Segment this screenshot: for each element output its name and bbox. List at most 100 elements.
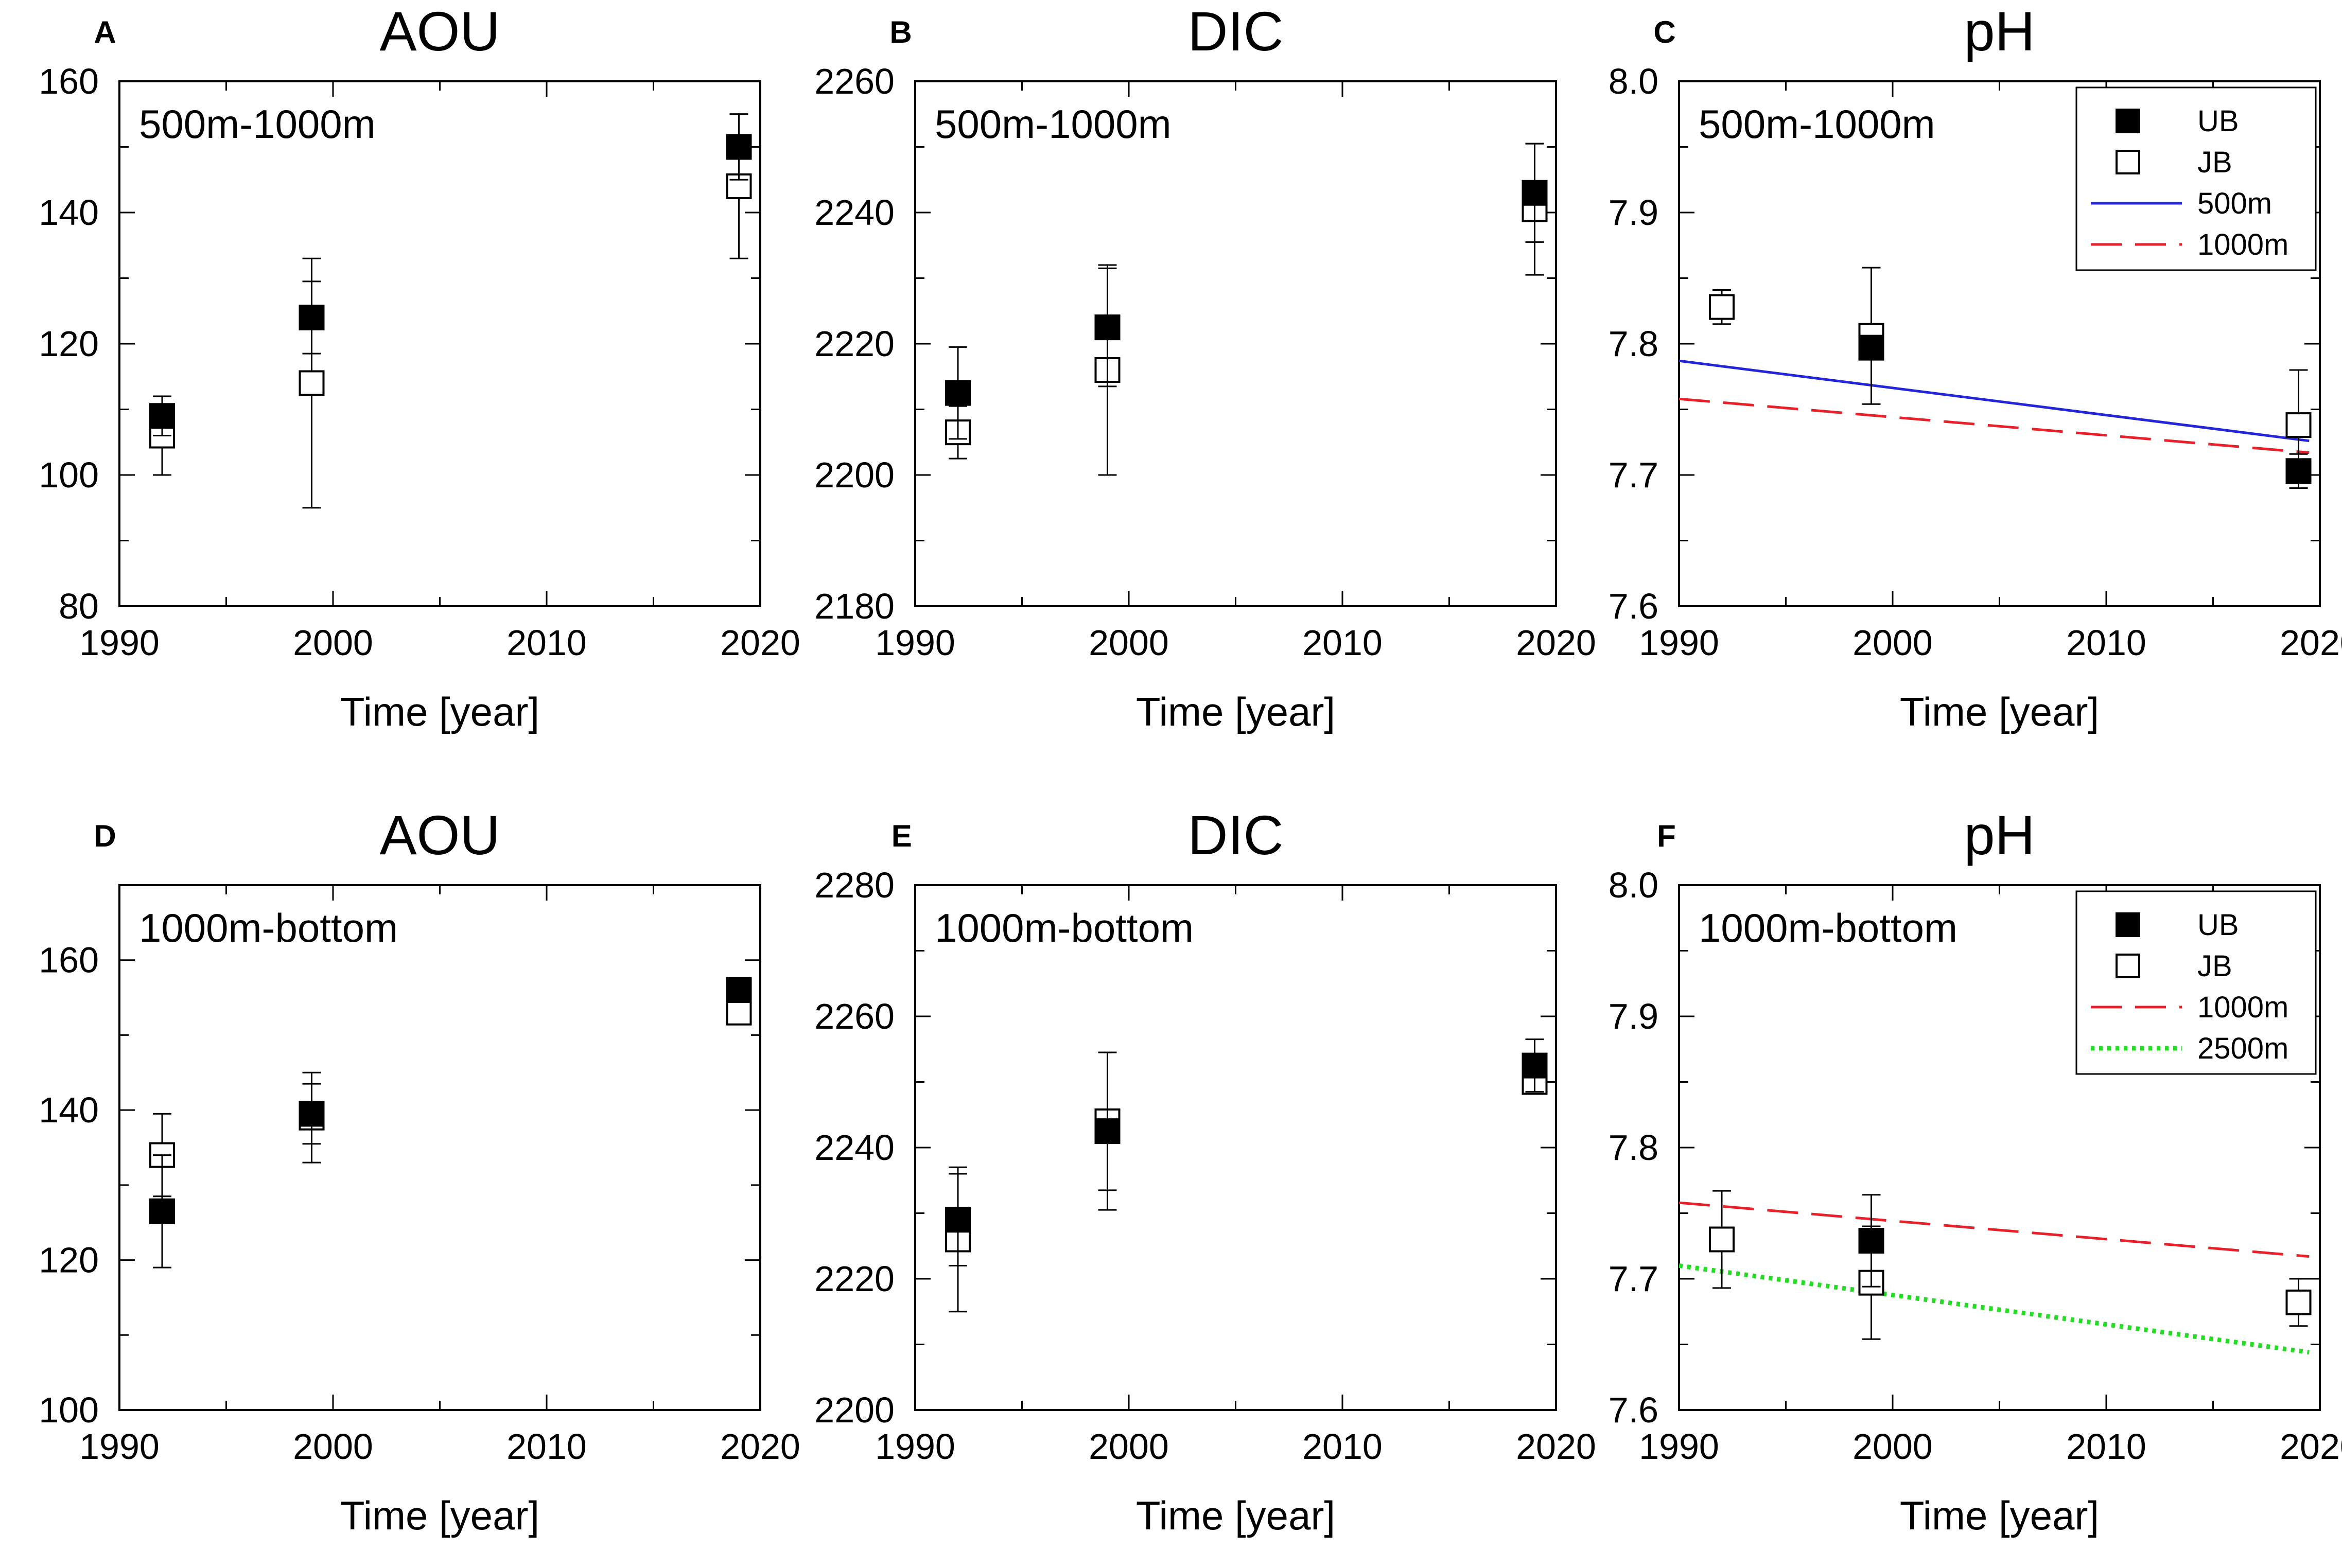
- panel-letter: B: [889, 15, 912, 49]
- legend-marker-ub: [2116, 109, 2140, 133]
- depth-range-label: 500m-1000m: [139, 101, 376, 147]
- depth-range-label: 500m-1000m: [1699, 101, 1935, 147]
- legend-marker-jb: [2116, 150, 2140, 174]
- panel-b: B DIC 500m-1000m 1990 2000 2010 2020 2180 2200 22…: [814, 0, 1596, 734]
- data-point-ub: [1094, 1118, 1121, 1144]
- legend-label: 500m: [2197, 187, 2272, 220]
- data-point-jb: [726, 999, 752, 1026]
- y-tick-label: 8.0: [1609, 865, 1658, 905]
- y-tick-label: 2240: [814, 192, 895, 233]
- y-tick-label: 7.9: [1609, 192, 1658, 233]
- x-axis-label: Time [year]: [1136, 1493, 1335, 1538]
- data-point-ub: [726, 134, 752, 160]
- trend-line-1000m: [1679, 1201, 2310, 1258]
- data-point-ub: [1858, 1228, 1884, 1254]
- y-tick-label: 7.7: [1609, 1259, 1658, 1299]
- y-tick-label: 80: [59, 586, 99, 626]
- x-tick-label: 2020: [2280, 623, 2342, 663]
- y-tick-label: 2260: [814, 61, 895, 101]
- x-tick-label: 1990: [1639, 1426, 1719, 1467]
- x-tick-label: 2010: [1302, 623, 1383, 663]
- x-axis-label: Time [year]: [1136, 689, 1335, 734]
- data-point-ub: [149, 403, 175, 429]
- data-point-ub: [299, 1101, 325, 1127]
- data-point-ub: [1522, 1052, 1548, 1079]
- panel-title: pH: [1964, 0, 2035, 62]
- y-tick-label: 2220: [814, 324, 895, 364]
- panel-title: pH: [1964, 804, 2035, 866]
- data-point-jb: [1709, 294, 1735, 320]
- x-tick-label: 2000: [1852, 1426, 1933, 1467]
- trend-line-2500m: [1679, 1263, 2310, 1355]
- x-tick-label: 1990: [79, 623, 160, 663]
- y-tick-label: 7.8: [1609, 1127, 1658, 1168]
- x-tick-label: 1990: [875, 623, 955, 663]
- x-tick-label: 2010: [2066, 623, 2146, 663]
- legend-label: UB: [2197, 908, 2239, 942]
- y-tick-label: 2200: [814, 455, 895, 495]
- x-axis-label: Time [year]: [340, 1493, 539, 1538]
- data-point-ub: [1094, 314, 1121, 341]
- x-axis-label: Time [year]: [1900, 1493, 2099, 1538]
- data-point-ub: [149, 1198, 175, 1224]
- y-tick-label: 7.6: [1609, 1390, 1658, 1430]
- panel-letter: F: [1657, 819, 1676, 853]
- y-tick-label: 160: [39, 61, 99, 101]
- data-point-ub: [945, 380, 971, 406]
- legend-label: UB: [2197, 104, 2239, 138]
- y-tick-label: 2200: [814, 1390, 895, 1430]
- y-tick-label: 2240: [814, 1127, 895, 1168]
- x-tick-label: 2020: [720, 1426, 800, 1467]
- y-tick-label: 2260: [814, 996, 895, 1036]
- data-point-ub: [299, 305, 325, 330]
- panel-c: CpH 500m-1000m 1990 2000 2010 2020 7.6 7.7 7.8 7.…: [1609, 0, 2342, 734]
- depth-range-label: 500m-1000m: [935, 101, 1172, 147]
- legend: UB JB 500m 1000m: [2075, 86, 2317, 271]
- y-tick-label: 160: [39, 940, 99, 980]
- x-tick-label: 2010: [1302, 1426, 1383, 1467]
- depth-range-label: 1000m-bottom: [139, 905, 398, 950]
- panel-title: DIC: [1188, 0, 1284, 62]
- x-tick-label: 2020: [2280, 1426, 2342, 1467]
- x-tick-label: 2000: [1852, 623, 1933, 663]
- x-tick-label: 2010: [506, 623, 587, 663]
- x-tick-label: 2010: [506, 1426, 587, 1467]
- data-point-ub: [945, 1207, 971, 1233]
- x-tick-label: 1990: [79, 1426, 160, 1467]
- panel-title: DIC: [1188, 804, 1284, 866]
- y-tick-label: 100: [39, 455, 99, 495]
- y-tick-label: 2180: [814, 586, 895, 626]
- x-tick-label: 2020: [1516, 623, 1596, 663]
- x-axis-label: Time [year]: [1900, 689, 2099, 734]
- legend-label: 1000m: [2197, 228, 2288, 261]
- data-point-jb: [2285, 412, 2312, 438]
- data-point-ub: [726, 977, 752, 1003]
- data-point-ub: [1858, 334, 1884, 361]
- legend-label: 1000m: [2197, 991, 2288, 1024]
- legend-label: JB: [2197, 146, 2232, 179]
- y-tick-label: 120: [39, 324, 99, 364]
- legend-label: JB: [2197, 949, 2232, 983]
- y-tick-label: 100: [39, 1390, 99, 1430]
- panel-letter: D: [94, 819, 116, 853]
- data-point-jb: [2285, 1289, 2312, 1315]
- data-point-ub: [1522, 180, 1548, 206]
- legend-marker-ub: [2116, 912, 2140, 937]
- panel-letter: C: [1653, 15, 1675, 49]
- depth-range-label: 1000m-bottom: [935, 905, 1194, 950]
- legend: UB JB 1000m 2500m: [2075, 890, 2317, 1075]
- panel-title: AOU: [379, 0, 500, 62]
- panel-d: D AOU 1000m-bottom 1990 2000 2010 2020 100 120 14…: [39, 804, 800, 1538]
- y-tick-label: 120: [39, 1240, 99, 1280]
- y-tick-label: 2280: [814, 865, 895, 905]
- x-tick-label: 2000: [1089, 623, 1169, 663]
- panel-title: AOU: [379, 804, 500, 866]
- trend-line-500m: [1679, 359, 2310, 443]
- x-tick-label: 2000: [293, 623, 373, 663]
- data-point-jb: [299, 370, 325, 396]
- data-point-jb: [1709, 1226, 1735, 1253]
- panel-letter: A: [94, 15, 116, 49]
- y-tick-label: 7.9: [1609, 996, 1658, 1036]
- x-tick-label: 2000: [293, 1426, 373, 1467]
